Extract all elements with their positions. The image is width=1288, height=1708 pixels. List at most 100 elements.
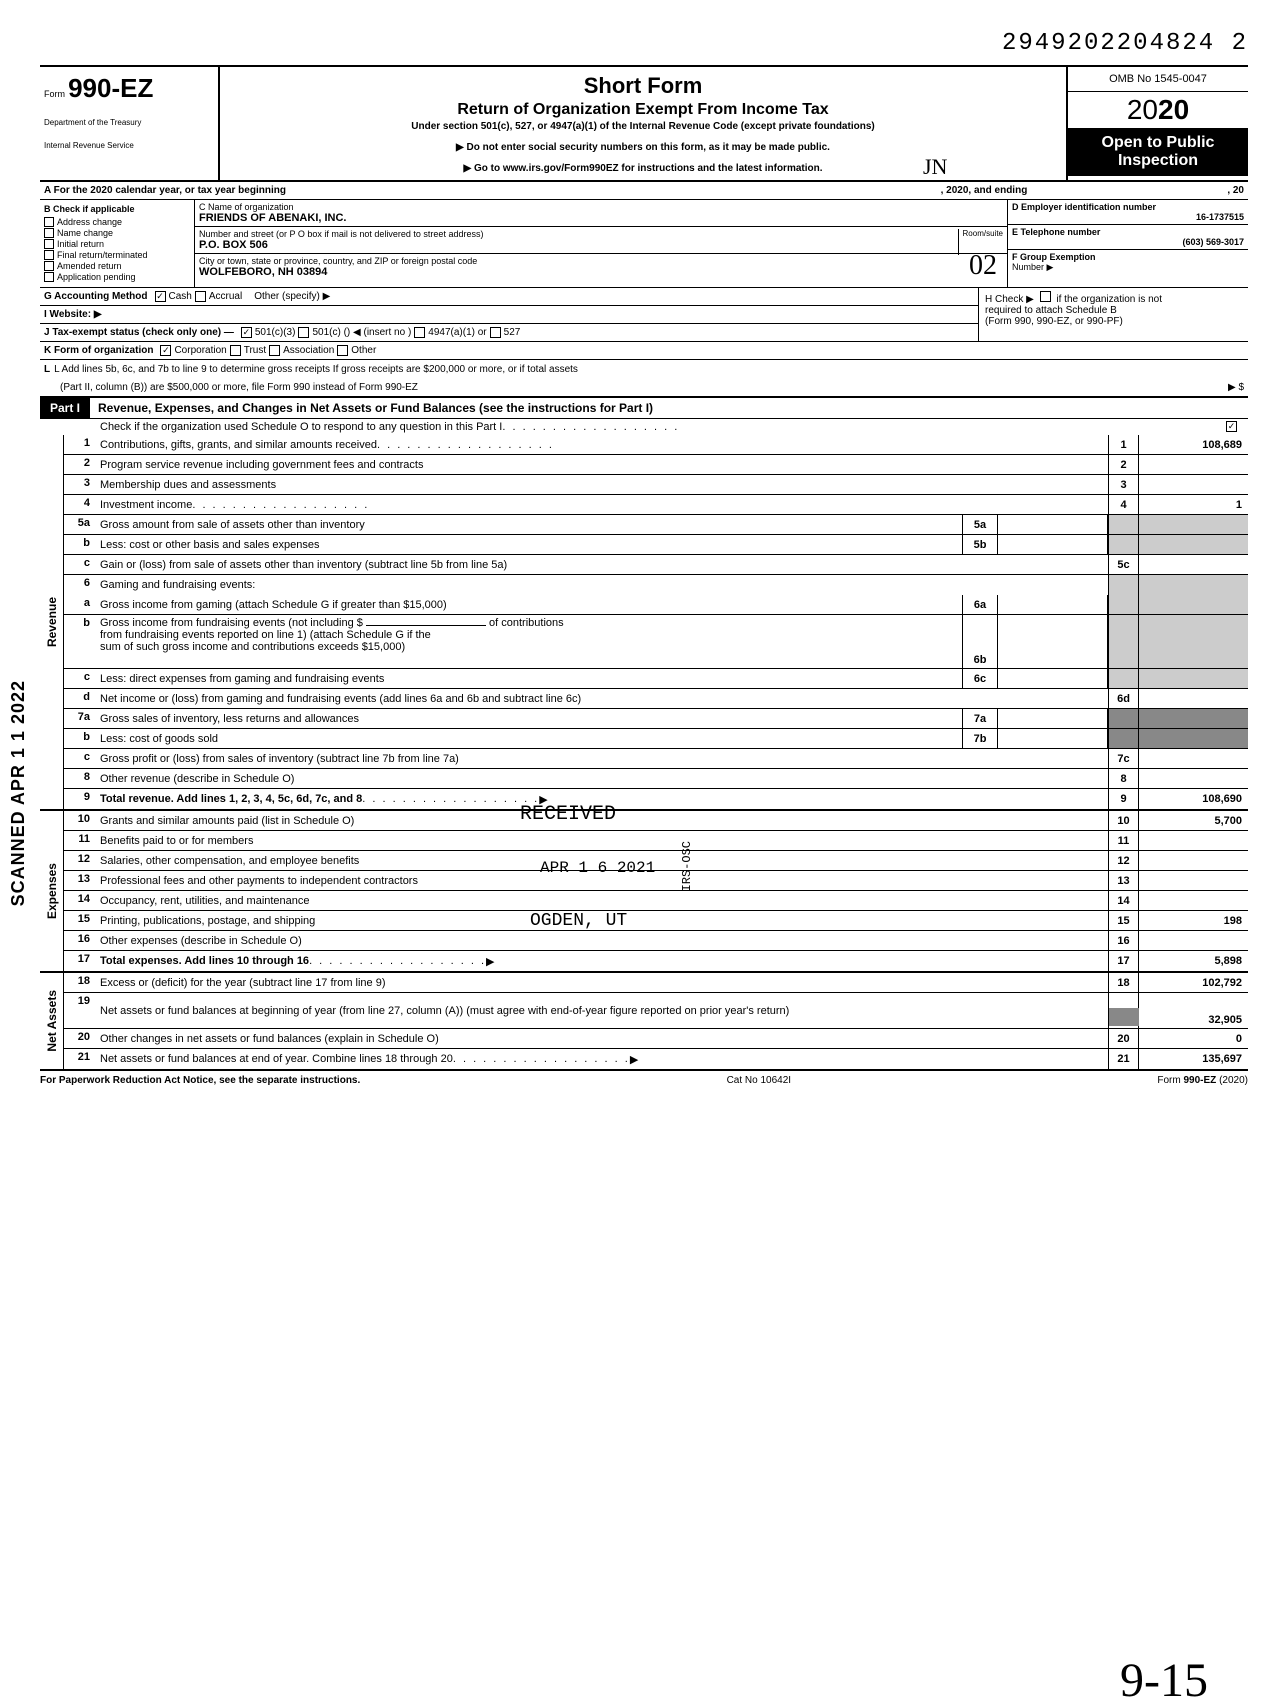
title-sub: Return of Organization Exempt From Incom… bbox=[230, 101, 1056, 119]
checkbox-cash[interactable]: ✓ bbox=[155, 291, 166, 302]
row-7b: bLess: cost of goods sold7b bbox=[64, 729, 1248, 749]
ein-value: 16-1737515 bbox=[1012, 212, 1244, 222]
expenses-section: Expenses 10Grants and similar amounts pa… bbox=[40, 811, 1248, 973]
arrow-1: ▶ Do not enter social security numbers o… bbox=[230, 142, 1056, 153]
footer: For Paperwork Reduction Act Notice, see … bbox=[40, 1071, 1248, 1090]
line-a-suffix: , 20 bbox=[1227, 185, 1244, 196]
row-3: 3Membership dues and assessments3 bbox=[64, 475, 1248, 495]
form-number: 990-EZ bbox=[68, 73, 153, 103]
checkbox-assoc[interactable] bbox=[269, 345, 280, 356]
checkbox-trust[interactable] bbox=[230, 345, 241, 356]
side-label-revenue: Revenue bbox=[40, 435, 64, 809]
row-17: 17Total expenses. Add lines 10 through 1… bbox=[64, 951, 1248, 971]
row-5a: 5aGross amount from sale of assets other… bbox=[64, 515, 1248, 535]
open-public: Open to Public Inspection bbox=[1068, 128, 1248, 176]
line-a-mid: , 2020, and ending bbox=[941, 185, 1028, 196]
c-city: City or town, state or province, country… bbox=[195, 254, 1007, 280]
row-9: 9Total revenue. Add lines 1, 2, 3, 4, 5c… bbox=[64, 789, 1248, 809]
row-15: 15Printing, publications, postage, and s… bbox=[64, 911, 1248, 931]
dept-treasury: Department of the Treasury bbox=[44, 118, 214, 127]
line-k: K Form of organization ✓Corporation Trus… bbox=[40, 342, 1248, 360]
val-4: 1 bbox=[1138, 495, 1248, 514]
tel-value: (603) 569-3017 bbox=[1012, 237, 1244, 247]
checkbox-h[interactable] bbox=[1040, 291, 1051, 302]
checkbox-527[interactable] bbox=[490, 327, 501, 338]
city-value: WOLFEBORO, NH 03894 bbox=[199, 266, 1003, 278]
checkbox-schedule-o[interactable]: ✓ bbox=[1226, 421, 1237, 432]
street-value: P.O. BOX 506 bbox=[199, 239, 1003, 251]
section-h: H Check ▶ if the organization is not req… bbox=[978, 288, 1248, 342]
checkbox-icon[interactable] bbox=[44, 250, 54, 260]
checkbox-icon[interactable] bbox=[44, 261, 54, 271]
row-6b: bGross income from fundraising events (n… bbox=[64, 615, 1248, 669]
form-prefix: Form bbox=[44, 89, 65, 99]
b-header: B Check if applicable bbox=[44, 204, 190, 214]
checkbox-other[interactable] bbox=[337, 345, 348, 356]
checkbox-icon[interactable] bbox=[44, 228, 54, 238]
col-d: D Employer identification number 16-1737… bbox=[1008, 200, 1248, 287]
line-a-prefix: A For the 2020 calendar year, or tax yea… bbox=[44, 185, 286, 196]
handwritten-note: 9-15 bbox=[1120, 1653, 1208, 1708]
val-15: 198 bbox=[1138, 911, 1248, 930]
d-ein: D Employer identification number 16-1737… bbox=[1008, 200, 1248, 225]
c-street: Number and street (or P O box if mail is… bbox=[195, 227, 1007, 254]
header-right: OMB No 1545-0047 2020 Open to Public Ins… bbox=[1068, 67, 1248, 180]
row-8: 8Other revenue (describe in Schedule O)8 bbox=[64, 769, 1248, 789]
document-number: 2949202204824 2 bbox=[40, 30, 1248, 57]
val-18: 102,792 bbox=[1138, 973, 1248, 992]
checkbox-accrual[interactable] bbox=[195, 291, 206, 302]
checkbox-icon[interactable] bbox=[44, 239, 54, 249]
val-17: 5,898 bbox=[1138, 951, 1248, 971]
chk-amended: Amended return bbox=[44, 261, 190, 271]
checkbox-icon[interactable] bbox=[44, 272, 54, 282]
row-11: 11Benefits paid to or for members11 bbox=[64, 831, 1248, 851]
val-19: 32,905 bbox=[1138, 993, 1248, 1028]
stamp-02: 02 bbox=[969, 250, 997, 282]
val-1: 108,689 bbox=[1138, 435, 1248, 454]
c-name-label: C Name of organization FRIENDS OF ABENAK… bbox=[195, 200, 1007, 227]
row-18: 18Excess or (deficit) for the year (subt… bbox=[64, 973, 1248, 993]
org-name: FRIENDS OF ABENAKI, INC. bbox=[199, 212, 1003, 224]
open-line1: Open to Public bbox=[1074, 134, 1242, 152]
footer-right: Form 990-EZ (2020) bbox=[1157, 1075, 1248, 1086]
val-9: 108,690 bbox=[1138, 789, 1248, 809]
part1-title: Revenue, Expenses, and Changes in Net As… bbox=[90, 398, 661, 418]
chk-initial: Initial return bbox=[44, 239, 190, 249]
title-under: Under section 501(c), 527, or 4947(a)(1)… bbox=[230, 121, 1056, 132]
header-left: Form 990-EZ Department of the Treasury I… bbox=[40, 67, 220, 180]
checkbox-4947[interactable] bbox=[414, 327, 425, 338]
checkbox-icon[interactable] bbox=[44, 217, 54, 227]
scanned-stamp: SCANNED APR 1 1 2022 bbox=[8, 680, 29, 906]
footer-left: For Paperwork Reduction Act Notice, see … bbox=[40, 1075, 360, 1086]
part1-note: Check if the organization used Schedule … bbox=[40, 419, 1248, 435]
f-group: F Group Exemption Number ▶ bbox=[1008, 250, 1248, 275]
dept-irs: Internal Revenue Service bbox=[44, 141, 214, 150]
part1-header: Part I Revenue, Expenses, and Changes in… bbox=[40, 396, 1248, 419]
year-prefix: 20 bbox=[1127, 94, 1158, 125]
row-6c: cLess: direct expenses from gaming and f… bbox=[64, 669, 1248, 689]
initials-stamp: JN bbox=[923, 154, 947, 180]
chk-final: Final return/terminated bbox=[44, 250, 190, 260]
row-10: 10Grants and similar amounts paid (list … bbox=[64, 811, 1248, 831]
row-14: 14Occupancy, rent, utilities, and mainte… bbox=[64, 891, 1248, 911]
netassets-section: Net Assets 18Excess or (deficit) for the… bbox=[40, 973, 1248, 1071]
row-6d: dNet income or (loss) from gaming and fu… bbox=[64, 689, 1248, 709]
checkbox-501c[interactable] bbox=[298, 327, 309, 338]
omb-number: OMB No 1545-0047 bbox=[1068, 67, 1248, 92]
row-7a: 7aGross sales of inventory, less returns… bbox=[64, 709, 1248, 729]
checkbox-corp[interactable]: ✓ bbox=[160, 345, 171, 356]
row-7c: cGross profit or (loss) from sales of in… bbox=[64, 749, 1248, 769]
e-tel: E Telephone number (603) 569-3017 bbox=[1008, 225, 1248, 250]
row-12: 12Salaries, other compensation, and empl… bbox=[64, 851, 1248, 871]
row-4: 4Investment income41 bbox=[64, 495, 1248, 515]
line-i: I Website: ▶ bbox=[40, 306, 978, 324]
row-20: 20Other changes in net assets or fund ba… bbox=[64, 1029, 1248, 1049]
chk-pending: Application pending bbox=[44, 272, 190, 282]
row-6: 6Gaming and fundraising events: bbox=[64, 575, 1248, 595]
line-l2: (Part II, column (B)) are $500,000 or mo… bbox=[40, 378, 1248, 396]
row-2: 2Program service revenue including gover… bbox=[64, 455, 1248, 475]
col-b: B Check if applicable Address change Nam… bbox=[40, 200, 195, 287]
open-line2: Inspection bbox=[1074, 152, 1242, 170]
row-5c: cGain or (loss) from sale of assets othe… bbox=[64, 555, 1248, 575]
checkbox-501c3[interactable]: ✓ bbox=[241, 327, 252, 338]
